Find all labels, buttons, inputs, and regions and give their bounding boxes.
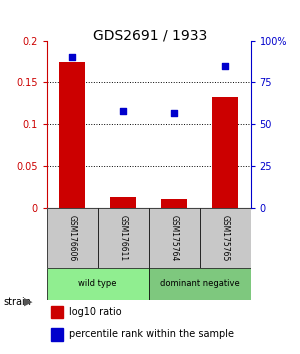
Bar (46, 268, 148, 301)
Bar (46, 208, 98, 268)
Text: GSM175765: GSM175765 (220, 215, 230, 261)
Text: strain: strain (3, 297, 31, 307)
Bar (110, 197, 136, 208)
Text: GSM176606: GSM176606 (68, 215, 76, 261)
Bar (200, 208, 250, 268)
Bar (98, 208, 148, 268)
Bar (161, 200, 187, 208)
Bar (51, 328, 63, 341)
Text: GSM175764: GSM175764 (169, 215, 178, 261)
Point (121, 108, 125, 114)
Text: GDS2691 / 1933: GDS2691 / 1933 (93, 28, 207, 42)
Text: GSM176611: GSM176611 (118, 215, 127, 261)
Text: ▶: ▶ (24, 297, 33, 307)
Bar (212, 97, 238, 208)
Bar (148, 208, 200, 268)
Text: log10 ratio: log10 ratio (69, 307, 122, 317)
Point (223, 63, 227, 69)
Text: percentile rank within the sample: percentile rank within the sample (69, 330, 234, 339)
Bar (51, 306, 63, 318)
Text: dominant negative: dominant negative (160, 279, 239, 289)
Text: wild type: wild type (78, 279, 117, 289)
Bar (59, 62, 85, 208)
Bar (148, 268, 250, 301)
Point (172, 110, 176, 115)
Point (70, 55, 74, 60)
